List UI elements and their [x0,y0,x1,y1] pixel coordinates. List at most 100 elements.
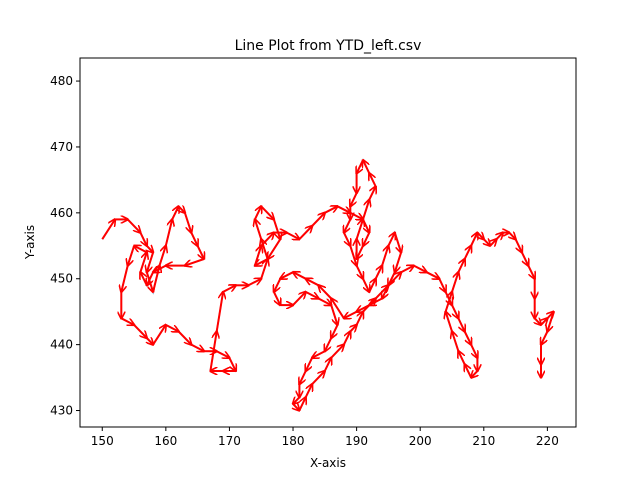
trajectory-arrow [471,371,477,378]
trajectory-arrow [255,258,269,266]
trajectory-arrow [260,259,267,280]
trajectory-arrow [369,173,377,187]
trajectory-arrow [463,246,471,260]
trajectory-arrow [350,325,356,332]
trajectory-arrow [362,299,376,313]
trajectory-arrow [357,159,364,173]
trajectory-arrow [393,232,401,253]
x-tick-label: 210 [472,434,495,448]
trajectory-arrow [438,278,445,292]
trajectory-arrow [514,238,522,252]
trajectory-arrow [253,206,261,220]
trajectory-arrow [126,218,141,232]
trajectory-arrow [357,245,364,259]
trajectory-arrow [280,271,294,279]
trajectory-arrow [293,272,307,280]
y-tick-label: 480 [50,74,73,88]
trajectory-arrow [331,324,339,338]
trajectory-arrow [470,344,477,358]
x-tick-label: 160 [154,434,177,448]
trajectory-arrow [196,245,204,259]
trajectory-arrow [165,324,179,332]
trajectory-arrow [260,205,274,219]
trajectory-arrow [541,331,549,345]
trajectory-arrow [374,285,389,300]
trajectory-arrow [362,200,369,220]
trajectory-arrow [349,245,356,266]
y-tick-label: 460 [50,206,73,220]
x-axis-ticks: 150 160 170 180 190 200 210 220 [91,427,559,448]
trajectory-arrow [179,206,185,213]
trajectory-arrow [299,370,307,384]
trajectory-arrow [324,206,338,214]
trajectory-arrow [293,404,299,411]
trajectory-arrow [268,238,282,259]
trajectory-arrow [248,279,262,287]
trajectory-arrow [147,252,155,272]
trajectory-arrow [330,304,337,325]
trajectory-arrow [101,219,115,240]
trajectory-arrow [426,271,440,279]
x-tick-label: 220 [536,434,559,448]
trajectory-arrow [312,350,326,358]
trajectory-arrow [413,264,427,273]
trajectory-arrow [457,317,464,331]
trajectory-arrow [451,304,458,318]
trajectory-arrow [216,350,230,358]
x-axis-label: X-axis [310,456,346,470]
trajectory-arrow [458,351,466,365]
trajectory-arrow [147,338,153,345]
trajectory-arrow [521,251,528,265]
trajectory-arrow [368,279,375,293]
trajectory-arrow [330,345,344,359]
trajectory-arrow [344,310,358,319]
trajectory-arrow [140,272,148,286]
trajectory-arrow [319,285,332,300]
trajectory-arrow [133,324,147,338]
trajectory-arrow [128,245,136,266]
trajectory-arrow [147,246,153,253]
trajectory-arrow [497,233,503,240]
trajectory-arrow [134,246,148,254]
trajectory-arrow [509,233,515,240]
trajectory-arrow [272,219,280,239]
trajectory-arrow [305,291,319,299]
trajectory-arrow [355,312,363,326]
trajectory-arrow [362,278,369,292]
trajectory-arrow [255,219,263,240]
trajectory-arrow [153,264,167,273]
x-tick-label: 180 [282,434,305,448]
trajectory-arrow [323,358,331,372]
trajectory-arrow [400,266,414,274]
x-tick-label: 170 [218,434,241,448]
trajectory-arrow [463,331,471,345]
trajectory-arrow [395,252,403,272]
y-tick-label: 470 [50,140,73,154]
trajectory-arrow [387,272,401,286]
trajectory-arrow [147,271,155,285]
trajectory-arrow [446,312,453,332]
trajectory-arrow [547,311,555,332]
trajectory-arrow [306,279,319,287]
x-tick-label: 150 [91,434,114,448]
trajectory-arrow [363,232,371,246]
trajectory-arrow [183,212,191,233]
trajectory-arrow [457,259,464,273]
trajectory-arrow [337,205,351,213]
trajectory-arrow [318,297,332,306]
y-axis-ticks: 430 440 450 460 470 480 [50,74,80,418]
y-axis-label: Y-axis [23,225,37,260]
trajectory-arrow [190,343,204,352]
trajectory-arrow [215,292,223,332]
trajectory-arrow [381,246,388,266]
trajectory-arrow [292,292,306,306]
trajectory-arrow [273,291,280,305]
trajectory-arrow [260,233,274,247]
trajectory-arrow [304,384,312,398]
trajectory-arrow [344,218,352,232]
trajectory-arrow [387,233,394,247]
trajectory-arrow [355,219,363,240]
trajectory-arrow [306,357,313,371]
trajectory-arrow [444,292,452,313]
